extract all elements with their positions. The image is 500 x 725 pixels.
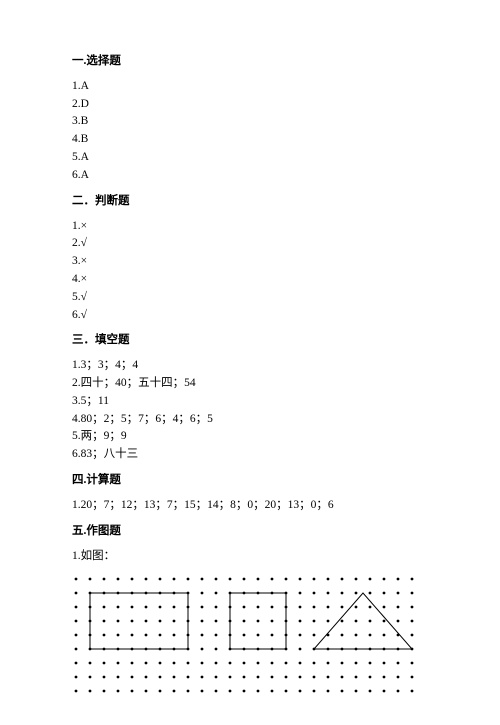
calc-answer-1: 1.20；7；12；13；7；15；14；8；0；20；13；0；6 <box>72 497 435 515</box>
judge-answer-1: 1.× <box>72 218 435 236</box>
choice-answer-5: 5.A <box>72 149 435 167</box>
section-title-choice: 一.选择题 <box>72 53 435 71</box>
choice-answers: 1.A 2.D 3.B 4.B 5.A 6.A <box>72 78 435 185</box>
judge-answer-4: 4.× <box>72 271 435 289</box>
choice-answer-3: 3.B <box>72 113 435 131</box>
calc-answers: 1.20；7；12；13；7；15；14；8；0；20；13；0；6 <box>72 497 435 515</box>
fill-answer-1: 1.3；3；4；4 <box>72 357 435 375</box>
section-title-calc: 四.计算题 <box>72 472 435 490</box>
drawing-figure <box>72 575 432 705</box>
section-title-judge: 二．判断题 <box>72 193 435 211</box>
choice-answer-6: 6.A <box>72 167 435 185</box>
fill-answer-6: 6.83；八十三 <box>72 446 435 464</box>
drawing-intro: 1.如图： <box>72 548 435 566</box>
section-title-drawing: 五.作图题 <box>72 523 435 541</box>
judge-answer-2: 2.√ <box>72 235 435 253</box>
fill-answer-4: 4.80；2；5；7；6；4；6；5 <box>72 411 435 429</box>
fill-answer-3: 3.5；11 <box>72 393 435 411</box>
fill-answer-2: 2.四十；40；五十四；54 <box>72 375 435 393</box>
judge-answers: 1.× 2.√ 3.× 4.× 5.√ 6.√ <box>72 218 435 325</box>
fill-answers: 1.3；3；4；4 2.四十；40；五十四；54 3.5；11 4.80；2；5… <box>72 357 435 464</box>
judge-answer-5: 5.√ <box>72 289 435 307</box>
choice-answer-2: 2.D <box>72 96 435 114</box>
shape-layer <box>72 575 432 705</box>
judge-answer-3: 3.× <box>72 253 435 271</box>
fill-answer-5: 5.两；9；9 <box>72 428 435 446</box>
page-content: 一.选择题 1.A 2.D 3.B 4.B 5.A 6.A 二．判断题 1.× … <box>0 0 500 725</box>
section-title-fill: 三．填空题 <box>72 332 435 350</box>
choice-answer-1: 1.A <box>72 78 435 96</box>
judge-answer-6: 6.√ <box>72 307 435 325</box>
choice-answer-4: 4.B <box>72 131 435 149</box>
